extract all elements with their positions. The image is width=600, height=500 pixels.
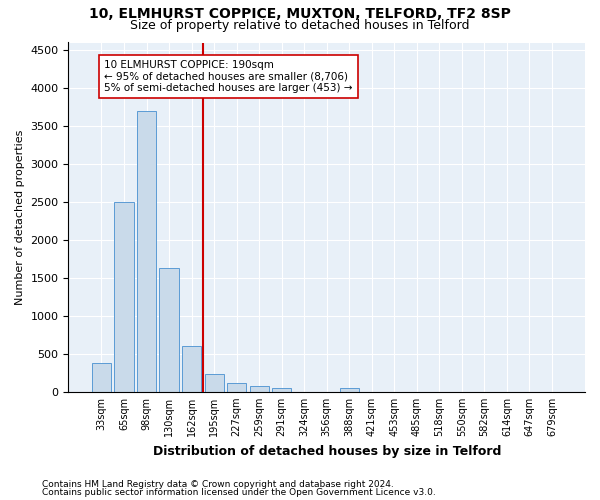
Bar	[115, 202, 134, 392]
Text: 10 ELMHURST COPPICE: 190sqm
← 95% of detached houses are smaller (8,706)
5% of s: 10 ELMHURST COPPICE: 190sqm ← 95% of det…	[104, 60, 353, 94]
Text: Size of property relative to detached houses in Telford: Size of property relative to detached ho…	[130, 19, 470, 32]
X-axis label: Distribution of detached houses by size in Telford: Distribution of detached houses by size …	[152, 444, 501, 458]
Y-axis label: Number of detached properties: Number of detached properties	[15, 130, 25, 305]
Bar	[340, 388, 359, 392]
Bar	[227, 384, 246, 392]
Text: Contains public sector information licensed under the Open Government Licence v3: Contains public sector information licen…	[42, 488, 436, 497]
Bar	[182, 346, 201, 392]
Bar	[250, 386, 269, 392]
Bar	[92, 363, 111, 392]
Bar	[205, 374, 224, 392]
Bar	[160, 268, 179, 392]
Text: 10, ELMHURST COPPICE, MUXTON, TELFORD, TF2 8SP: 10, ELMHURST COPPICE, MUXTON, TELFORD, T…	[89, 8, 511, 22]
Bar	[137, 111, 156, 392]
Bar	[272, 388, 291, 392]
Text: Contains HM Land Registry data © Crown copyright and database right 2024.: Contains HM Land Registry data © Crown c…	[42, 480, 394, 489]
